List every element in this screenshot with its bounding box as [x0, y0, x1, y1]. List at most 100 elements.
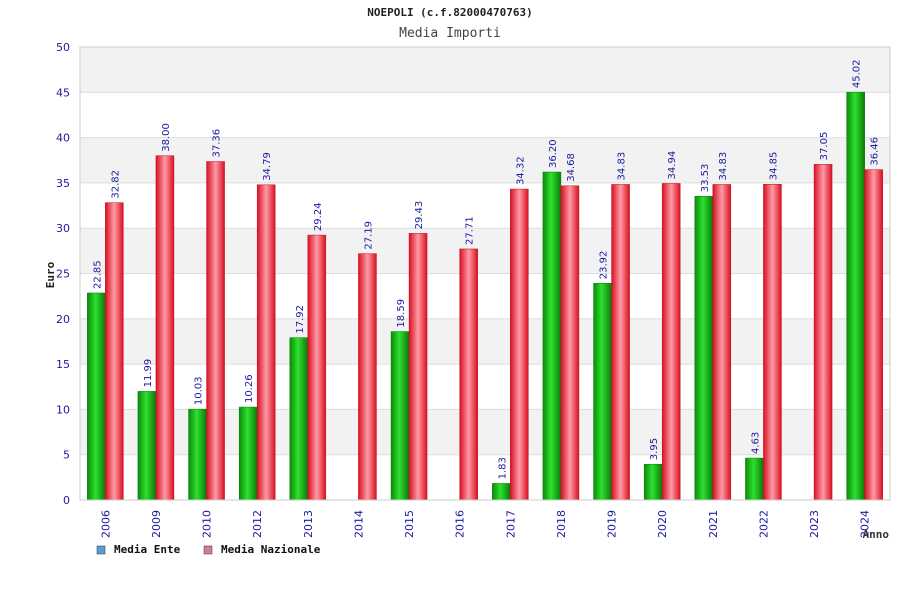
x-tick-label: 2024: [859, 510, 872, 538]
y-tick-label: 40: [56, 132, 70, 145]
grid-band: [80, 92, 890, 138]
chart-title: NOEPOLI (c.f.82000470763): [367, 6, 533, 19]
legend-swatch-nazionale: [203, 545, 213, 555]
y-tick-label: 45: [56, 86, 70, 99]
bar-media-nazionale: [105, 202, 124, 501]
bar-value-label: 37.36: [212, 129, 223, 158]
bar-media-nazionale: [307, 234, 327, 501]
bar-media-ente: [238, 406, 258, 501]
bar-value-label: 3.95: [649, 438, 660, 460]
bar-value-label: 32.82: [110, 170, 121, 199]
y-tick-label: 50: [56, 41, 70, 54]
bar-media-nazionale: [408, 233, 428, 501]
y-tick-label: 10: [56, 403, 70, 416]
bar-value-label: 27.71: [465, 216, 476, 245]
bar-media-ente: [542, 171, 562, 501]
bars: 22.85 32.82 11.99 38.00 10.03 37.36 10.26 34.79…: [87, 59, 883, 501]
bar-media-ente: [137, 391, 157, 501]
bar-value-label: 29.24: [313, 202, 324, 231]
x-tick-label: 2017: [504, 510, 517, 538]
legend: Media Ente Media Nazionale: [96, 543, 321, 556]
bar-value-label: 33.53: [700, 164, 711, 193]
bar-media-ente: [492, 483, 511, 501]
bar-value-label: 11.99: [143, 359, 154, 388]
bar-media-nazionale: [712, 184, 732, 501]
bar-value-label: 10.03: [194, 376, 205, 405]
x-tick-label: 2014: [352, 510, 365, 538]
x-tick-label: 2013: [302, 510, 315, 538]
plot-frame: [79, 46, 891, 501]
x-tick-label: 2012: [251, 510, 264, 538]
x-tick-label: 2020: [656, 510, 669, 538]
bar-value-label: 36.20: [548, 139, 559, 168]
y-tick-label: 15: [56, 358, 70, 371]
legend-label-nazionale: Media Nazionale: [221, 543, 321, 556]
bar-media-nazionale: [864, 169, 883, 501]
legend-label-ente: Media Ente: [114, 543, 181, 556]
x-tick-label: 2015: [403, 510, 416, 538]
bar-media-ente: [188, 408, 207, 501]
bar-media-nazionale: [155, 155, 175, 501]
bar-value-label: 29.43: [414, 201, 425, 230]
grid-band: [80, 47, 890, 93]
bar-value-label: 34.94: [667, 151, 678, 180]
bar-media-nazionale: [763, 184, 782, 501]
bar-media-nazionale: [256, 184, 276, 501]
bar-media-nazionale: [661, 183, 681, 501]
bar-value-label: 34.68: [566, 153, 577, 182]
legend-swatch-ente: [96, 545, 106, 555]
bar-value-label: 34.83: [718, 152, 729, 181]
x-tick-label: 2022: [757, 510, 770, 538]
y-axis-ticks: 0 5 10 15 20 25 30 35 40 45 50: [56, 41, 70, 507]
bar-value-label: 10.26: [244, 374, 255, 403]
x-axis-ticks: 2006 2009 2010 2012 2013 2014 2015 2016 2017 2018…: [99, 510, 871, 538]
x-tick-label: 2010: [201, 510, 214, 538]
bar-media-ente: [87, 292, 106, 501]
bar-media-ente: [289, 337, 309, 501]
bar-media-ente: [390, 331, 410, 501]
y-tick-label: 5: [63, 449, 70, 462]
bar-value-label: 34.85: [768, 152, 779, 181]
bar-value-label: 34.79: [262, 152, 273, 181]
bar-value-label: 36.46: [870, 137, 881, 166]
x-axis-label: Anno: [863, 528, 890, 541]
bar-value-label: 27.19: [363, 221, 374, 250]
bar-media-nazionale: [611, 184, 630, 501]
y-tick-label: 30: [56, 222, 70, 235]
bar-media-nazionale: [206, 161, 225, 501]
x-tick-label: 2018: [555, 510, 568, 538]
bar-media-ente: [593, 283, 612, 501]
bar-media-nazionale: [813, 164, 833, 501]
bar-value-label: 22.85: [92, 260, 103, 289]
y-tick-label: 20: [56, 313, 70, 326]
y-tick-label: 35: [56, 177, 70, 190]
y-tick-label: 0: [63, 494, 70, 507]
bar-media-ente: [694, 195, 714, 501]
bar-media-ente: [643, 463, 663, 501]
x-tick-label: 2009: [150, 510, 163, 538]
x-tick-label: 2023: [808, 510, 821, 538]
bar-value-label: 37.05: [819, 132, 830, 161]
bar-value-label: 45.02: [852, 59, 863, 88]
bar-value-label: 34.83: [617, 152, 628, 181]
bar-media-nazionale: [560, 185, 580, 501]
bar-value-label: 17.92: [295, 305, 306, 334]
chart-subtitle: Media Importi: [399, 26, 501, 41]
x-tick-label: 2006: [99, 510, 112, 538]
x-tick-label: 2016: [454, 510, 467, 538]
bar-media-nazionale: [510, 188, 529, 501]
bar-media-nazionale: [358, 253, 377, 501]
bar-media-nazionale: [459, 248, 478, 501]
bar-value-label: 1.83: [497, 457, 508, 479]
x-tick-label: 2021: [707, 510, 720, 538]
bar-value-label: 4.63: [750, 432, 761, 454]
bar-value-label: 38.00: [161, 123, 172, 152]
bar-media-ente: [745, 457, 764, 501]
y-tick-label: 25: [56, 268, 70, 281]
y-axis-label: Euro: [44, 261, 57, 288]
bar-value-label: 34.32: [515, 156, 526, 185]
bar-media-ente: [846, 91, 865, 501]
bar-value-label: 23.92: [599, 251, 610, 280]
x-tick-label: 2019: [606, 510, 619, 538]
